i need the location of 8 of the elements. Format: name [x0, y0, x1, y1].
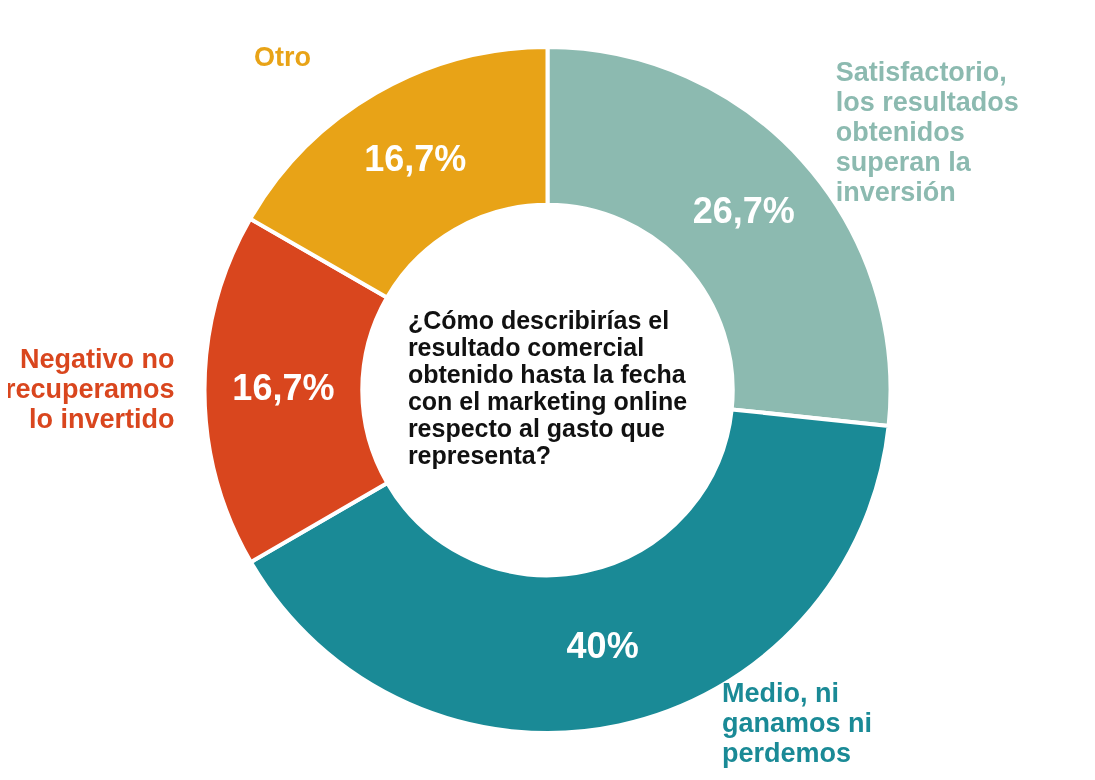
slice-label: Otro — [253, 41, 311, 72]
data-label: 16,7% — [364, 138, 467, 180]
data-label: 40% — [566, 625, 639, 667]
text: ¿Cómo describirías el resultado comercial obtenido hasta la fecha con el marketing online respecto al gasto que representa? — [407, 306, 688, 470]
slice-label: Medio, ni ganamos ni perdemos — [721, 678, 872, 769]
slice-label: Satisfactorio, los resultados obtenidos superan la inversión — [835, 57, 1019, 208]
data-label: 26,7% — [692, 190, 795, 232]
data-label: 16,7% — [232, 367, 335, 409]
